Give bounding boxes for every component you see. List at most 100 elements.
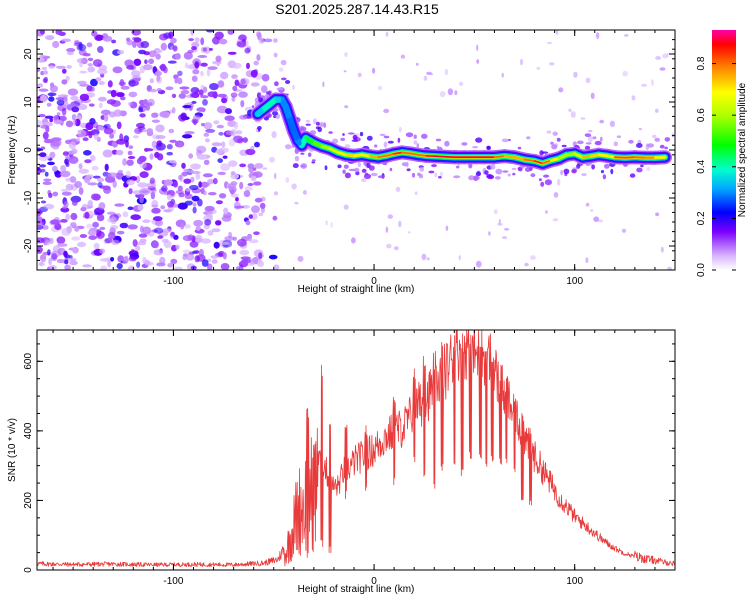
noise-blob [126, 159, 134, 166]
noise-blob [372, 67, 376, 74]
noise-blob [65, 178, 71, 182]
noise-blob [154, 151, 160, 159]
noise-blob [159, 111, 170, 118]
ridge-halo-blob [461, 142, 468, 146]
noise-blob [98, 81, 105, 85]
noise-blob [99, 226, 106, 231]
noise-blob [536, 66, 541, 70]
ridge-halo-blob [592, 136, 597, 140]
noise-blob [51, 165, 58, 172]
noise-blob [88, 103, 95, 107]
ridge-halo-blob [659, 144, 665, 149]
y-tick-label: -10 [23, 190, 34, 205]
noise-blob [220, 71, 229, 80]
ridge-halo-blob [512, 172, 516, 176]
noise-blob [383, 108, 390, 114]
noise-blob [66, 51, 74, 56]
ridge-halo-blob [406, 161, 409, 168]
noise-blob [70, 212, 78, 221]
noise-blob [261, 73, 270, 82]
noise-blob [183, 168, 189, 172]
noise-blob [666, 266, 673, 270]
noise-blob [128, 102, 133, 106]
noise-blob [156, 76, 163, 84]
noise-blob [164, 179, 173, 186]
noise-blob [273, 264, 280, 270]
noise-blob [254, 163, 264, 169]
noise-blob [166, 144, 173, 150]
noise-blob [103, 114, 109, 122]
noise-blob [172, 45, 178, 52]
ridge-halo-blob [511, 167, 517, 170]
ridge-segment [634, 156, 646, 159]
noise-blob [590, 209, 594, 212]
noise-blob [38, 262, 46, 267]
ridge-halo-blob [324, 165, 328, 171]
ridge-halo-blob [268, 90, 272, 96]
noise-blob [167, 263, 173, 268]
snr-x-axis-label: Height of straight line (km) [298, 584, 415, 595]
noise-blob [200, 62, 208, 67]
noise-blob [177, 202, 188, 210]
noise-blob [118, 81, 126, 86]
noise-blob [100, 109, 111, 116]
noise-blob [162, 228, 172, 234]
noise-blob [142, 107, 147, 111]
noise-blob [122, 158, 127, 166]
noise-blob [57, 243, 68, 247]
noise-blob [132, 40, 137, 48]
ridge-segment [369, 155, 379, 158]
ridge-segment [268, 98, 277, 106]
noise-blob [190, 176, 195, 183]
noise-blob [127, 206, 134, 211]
y-tick-label: 200 [23, 492, 34, 509]
noise-blob [102, 149, 113, 158]
ridge-halo-blob [629, 173, 636, 178]
noise-blob [126, 179, 135, 186]
noise-blob [201, 259, 209, 267]
noise-blob [260, 207, 265, 214]
noise-blob [39, 164, 47, 168]
noise-blob [264, 38, 273, 43]
noise-blob [170, 37, 177, 44]
noise-blob [61, 227, 71, 236]
noise-blob [213, 120, 220, 125]
noise-blob [655, 212, 660, 217]
ridge-halo-blob [355, 171, 360, 176]
noise-blob [166, 151, 173, 156]
noise-blob [351, 237, 356, 244]
noise-blob [69, 260, 78, 266]
ridge-halo-blob [359, 131, 364, 137]
noise-blob [49, 85, 58, 93]
ridge-segment [345, 154, 355, 157]
noise-blob [76, 58, 85, 64]
ridge-segment [533, 160, 544, 165]
noise-blob [207, 230, 214, 236]
noise-blob [160, 63, 167, 72]
noise-blob [238, 91, 248, 98]
noise-blob [231, 250, 237, 255]
noise-blob [62, 151, 69, 156]
ridge-segment [541, 159, 552, 165]
noise-blob [228, 242, 232, 247]
noise-blob [297, 255, 304, 262]
noise-blob [95, 77, 102, 82]
noise-blob [144, 59, 148, 64]
noise-blob [193, 119, 197, 126]
ridge-halo-blob [274, 81, 279, 87]
colorbar: 0.0 0.2 0.4 0.6 0.8 Normalized spectral ampl… [696, 30, 748, 277]
noise-blob [49, 117, 54, 123]
noise-blob [201, 108, 206, 113]
noise-blob [174, 53, 181, 60]
noise-blob [149, 153, 154, 160]
noise-blob [201, 181, 208, 189]
noise-blob [357, 72, 362, 78]
noise-blob [188, 153, 194, 159]
noise-blob [227, 51, 237, 55]
noise-blob [48, 192, 53, 198]
ridge-halo-blob [628, 139, 634, 144]
noise-blob [97, 177, 105, 183]
ridge-segment [288, 118, 295, 132]
noise-blob [148, 50, 157, 58]
noise-blob [168, 128, 175, 134]
